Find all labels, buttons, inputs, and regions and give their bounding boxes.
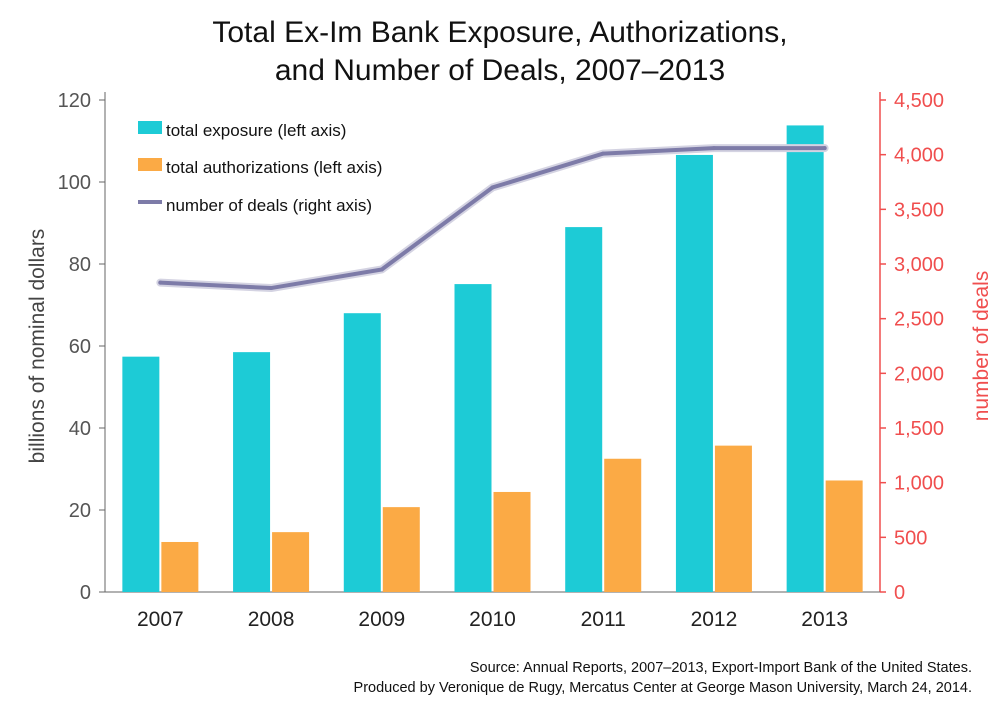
left-tick-label: 0 xyxy=(80,582,91,604)
bar-total-authorizations xyxy=(382,507,420,592)
bar-total-exposure xyxy=(343,313,381,592)
bar-total-exposure xyxy=(454,284,492,592)
deals-point xyxy=(822,146,827,151)
deals-point xyxy=(711,146,716,151)
left-tick-label: 60 xyxy=(69,336,91,358)
source-line-2: Produced by Veronique de Rugy, Mercatus … xyxy=(353,680,972,696)
x-tick-label: 2007 xyxy=(137,608,184,631)
chart-title: Total Ex-Im Bank Exposure, Authorization… xyxy=(0,14,1000,90)
right-tick-label: 4,000 xyxy=(894,145,944,167)
source-note: Source: Annual Reports, 2007–2013, Expor… xyxy=(354,658,972,698)
legend-label-authorizations: total authorizations (left axis) xyxy=(166,158,382,177)
bar-total-authorizations xyxy=(272,532,310,592)
left-tick-label: 120 xyxy=(58,90,91,112)
chart-title-line-2: and Number of Deals, 2007–2013 xyxy=(274,54,726,87)
legend-label-deals: number of deals (right axis) xyxy=(166,196,372,215)
right-tick-label: 3,000 xyxy=(894,254,944,276)
x-tick-label: 2010 xyxy=(469,608,516,631)
right-tick-label: 500 xyxy=(894,527,927,549)
right-tick-label: 1,500 xyxy=(894,418,944,440)
right-tick-label: 1,000 xyxy=(894,473,944,495)
deals-point xyxy=(379,267,384,272)
bar-total-exposure xyxy=(565,227,603,592)
left-axis-title: billions of nominal dollars xyxy=(26,229,49,464)
bar-total-authorizations xyxy=(493,491,531,592)
x-tick-label: 2011 xyxy=(581,608,626,631)
bar-total-exposure xyxy=(786,125,824,593)
right-tick-label: 4,500 xyxy=(894,90,944,112)
legend-swatch-authorizations xyxy=(138,158,162,171)
deals-point xyxy=(490,185,495,190)
right-tick-label: 2,000 xyxy=(894,363,944,385)
deals-point xyxy=(158,280,163,285)
x-tick-label: 2008 xyxy=(248,608,295,631)
bar-total-exposure xyxy=(675,154,713,592)
left-tick-label: 80 xyxy=(69,254,91,276)
bar-total-authorizations xyxy=(825,480,863,592)
bar-total-exposure xyxy=(233,352,271,592)
chart-title-line-1: Total Ex-Im Bank Exposure, Authorization… xyxy=(212,16,788,49)
deals-point xyxy=(269,286,274,291)
x-tick-label: 2009 xyxy=(358,608,405,631)
left-tick-label: 20 xyxy=(69,500,91,522)
bar-total-authorizations xyxy=(604,458,642,592)
left-tick-label: 100 xyxy=(58,172,91,194)
legend-swatch-exposure xyxy=(138,121,162,134)
right-tick-label: 0 xyxy=(894,582,905,604)
right-axis-title: number of deals xyxy=(970,271,993,422)
right-tick-label: 3,500 xyxy=(894,199,944,221)
bar-total-authorizations xyxy=(161,541,199,592)
legend-label-exposure: total exposure (left axis) xyxy=(166,121,346,140)
bar-total-authorizations xyxy=(714,445,752,592)
bar-total-exposure xyxy=(122,356,160,592)
x-tick-label: 2013 xyxy=(801,608,848,631)
right-tick-label: 2,500 xyxy=(894,309,944,331)
left-tick-label: 40 xyxy=(69,418,91,440)
x-tick-label: 2012 xyxy=(691,608,738,631)
deals-point xyxy=(601,151,606,156)
source-line-1: Source: Annual Reports, 2007–2013, Expor… xyxy=(469,660,972,676)
